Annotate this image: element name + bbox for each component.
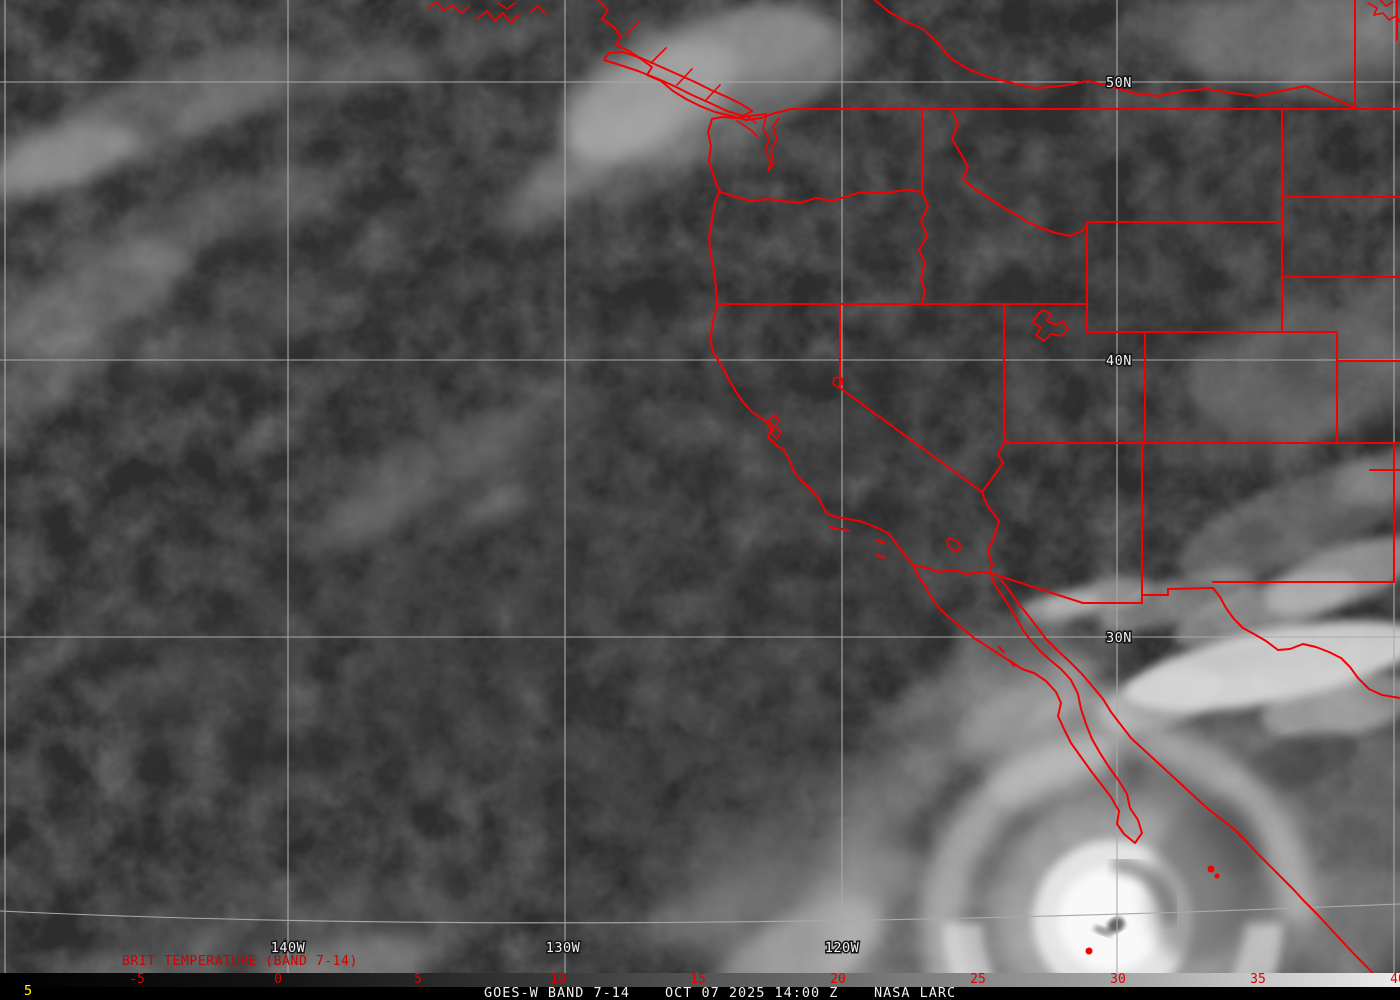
corner-value: 5 <box>24 983 33 999</box>
saskatchewan-lakes <box>1367 0 1400 23</box>
scale-tick: 5 <box>414 972 422 987</box>
coastline-mexico-mainland <box>1000 579 1400 1000</box>
map-borders <box>427 0 1400 1000</box>
lon-label-120w: 120W <box>825 940 860 956</box>
puget-sound <box>762 116 780 172</box>
border-wa-or <box>719 189 923 204</box>
channel-islands <box>828 525 886 560</box>
hurricane-eye <box>1107 917 1125 933</box>
lat-label-50n: 50N <box>1106 75 1132 91</box>
lat-label-40n: 40N <box>1106 353 1132 369</box>
border-mexico <box>912 564 1400 699</box>
scale-tick: -5 <box>129 972 145 987</box>
scale-tick: 20 <box>830 972 846 987</box>
lat-label-30n: 30N <box>1106 630 1132 646</box>
bc-fjords <box>625 21 721 102</box>
scale-tick: 15 <box>690 972 706 987</box>
salton-sea <box>946 537 962 553</box>
coastline-baja <box>912 564 1143 844</box>
city-marker <box>1214 873 1220 879</box>
footer-product: GOES-W BAND 7-14 <box>484 985 631 1000</box>
footer-bar: GOES-W BAND 7-14 OCT 07 2025 14:00 Z NAS… <box>0 985 1400 1000</box>
border-ca-nv <box>839 303 983 493</box>
bc-archipelago <box>427 1 547 24</box>
lake-tahoe <box>832 376 844 388</box>
product-title: BRIT TEMPERATURE (BAND 7-14) <box>122 954 358 969</box>
border-or-id <box>918 191 929 305</box>
border-id-mt <box>950 108 1088 237</box>
footer-timestamp: OCT 07 2025 14:00 Z <box>665 985 839 1000</box>
scale-tick: 30 <box>1110 972 1126 987</box>
graticule-labels: 50N 40N 30N 140W 130W 120W <box>269 74 1133 958</box>
border-bc-ab-divide <box>874 0 1356 109</box>
scale-tick: 35 <box>1250 972 1266 987</box>
lon-label-140w: 140W <box>271 940 306 956</box>
temperature-scalebar: -5 0 5 10 15 20 25 30 35 40 <box>0 973 1400 987</box>
sf-bay <box>767 414 782 440</box>
scale-tick: 40 <box>1390 972 1400 987</box>
great-salt-lake <box>1032 309 1069 342</box>
footer-credit: NASA LARC <box>874 985 957 1000</box>
gridline-25n <box>0 903 1400 924</box>
border-colorado-river <box>981 442 1005 574</box>
scale-tick: 10 <box>550 972 566 987</box>
vancouver-island <box>603 51 753 117</box>
city-marker <box>1207 865 1215 873</box>
gulf-of-california-islands <box>998 646 1015 667</box>
storm-center-marker <box>1085 947 1093 955</box>
scale-tick: 0 <box>274 972 282 987</box>
map-markers <box>1085 865 1220 955</box>
scale-tick: 25 <box>970 972 986 987</box>
coastline-us-west <box>707 113 914 566</box>
gulf-islands <box>736 116 759 138</box>
lon-label-130w: 130W <box>546 940 581 956</box>
